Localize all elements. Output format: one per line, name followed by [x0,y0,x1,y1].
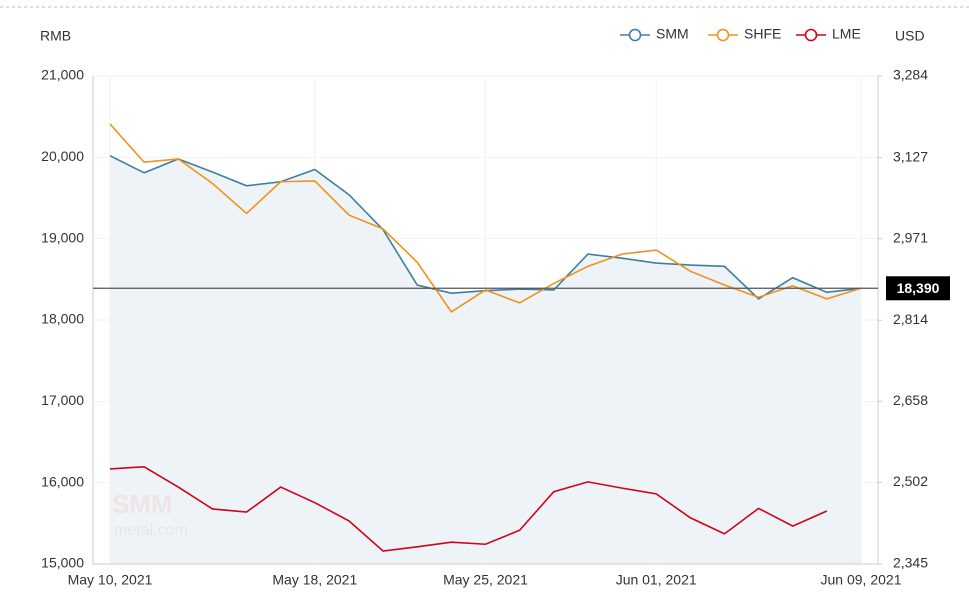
legend-marker [628,28,642,42]
x-tick-label: May 18, 2021 [272,572,357,588]
series-line [109,466,828,552]
y2-tick-label: 2,345 [893,555,928,571]
legend-label: LME [832,26,861,42]
y-tick-label: 19,000 [41,229,84,245]
series-line [109,123,862,313]
reference-label-box [886,276,950,301]
y-tick-label: 20,000 [41,148,84,164]
reference-label: 18,390 [897,280,940,296]
y2-axis-title: USD [895,28,925,44]
x-tick-label: May 10, 2021 [68,572,153,588]
legend-marker [804,28,818,42]
legend-label: SHFE [744,26,781,42]
watermark: SMM [112,489,173,519]
y2-tick-label: 2,971 [893,229,928,245]
x-tick-label: May 25, 2021 [443,572,528,588]
y-tick-label: 15,000 [41,555,84,571]
y-tick-label: 18,000 [41,311,84,327]
y-tick-label: 17,000 [41,392,84,408]
y-tick-label: 16,000 [41,473,84,489]
y2-tick-label: 2,502 [893,473,928,489]
y2-tick-label: 3,127 [893,148,928,164]
y2-tick-label: 2,658 [893,392,928,408]
legend-marker [716,28,730,42]
y2-tick-label: 3,284 [893,67,928,83]
y-tick-label: 21,000 [41,67,84,83]
x-tick-label: Jun 01, 2021 [616,572,697,588]
y2-tick-label: 2,814 [893,311,928,327]
legend-label: SMM [656,26,689,42]
watermark: metal.com [114,522,188,539]
y-axis-title: RMB [40,28,71,44]
x-tick-label: Jun 09, 2021 [821,572,902,588]
